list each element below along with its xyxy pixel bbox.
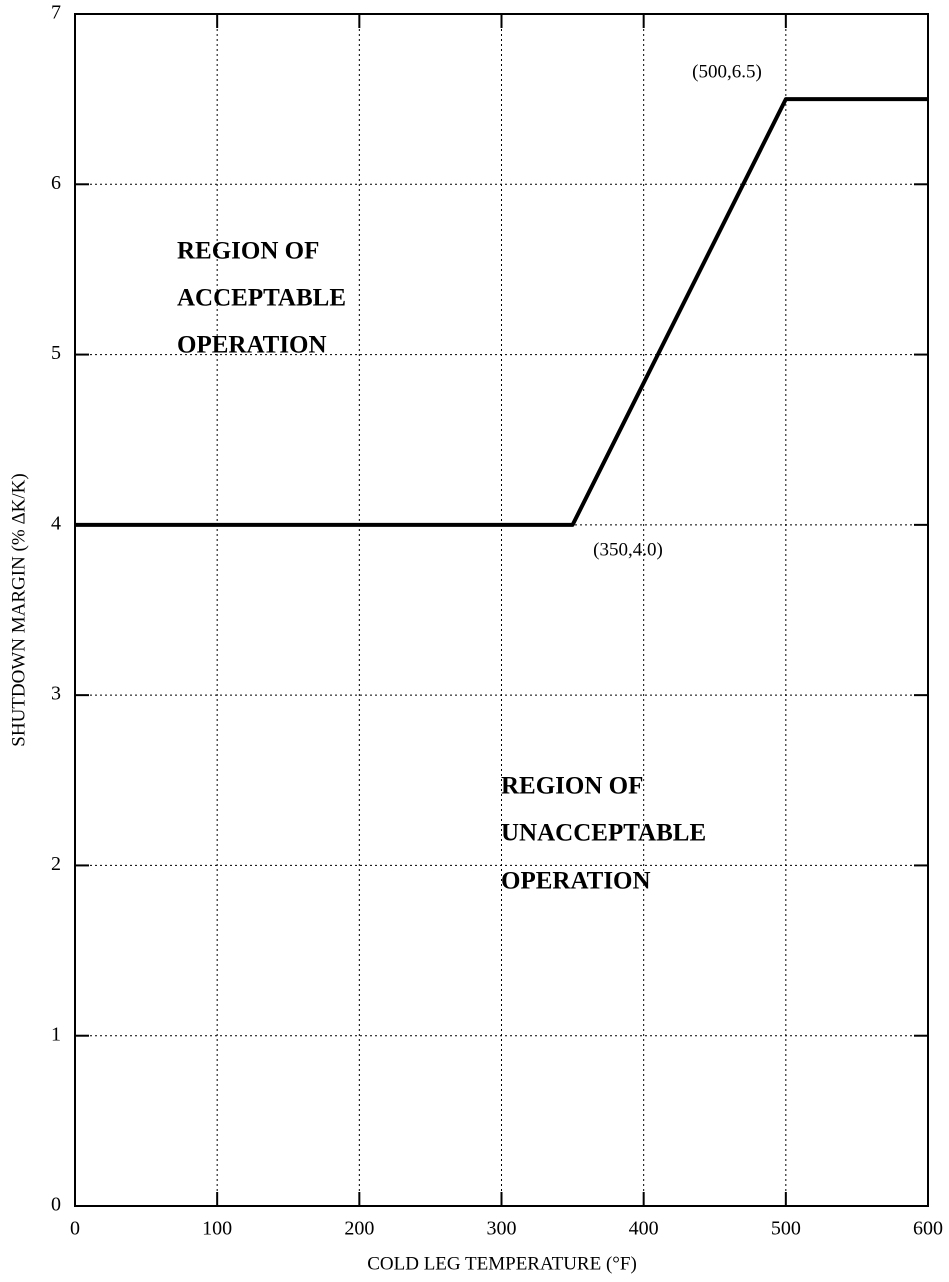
- annotation: OPERATION: [177, 332, 327, 359]
- y-tick-label: 6: [51, 172, 61, 194]
- y-tick-label: 7: [51, 2, 61, 24]
- annotation: REGION OF: [501, 773, 643, 800]
- annotation: UNACCEPTABLE: [501, 820, 706, 847]
- y-tick-label: 5: [51, 342, 61, 364]
- y-tick-label: 1: [51, 1023, 61, 1045]
- y-axis-label: SHUTDOWN MARGIN (% ΔK/K): [8, 473, 29, 746]
- annotation: (500,6.5): [692, 61, 762, 82]
- y-tick-label: 2: [51, 853, 61, 875]
- x-tick-label: 500: [771, 1218, 801, 1240]
- x-tick-label: 600: [913, 1218, 943, 1240]
- x-tick-label: 100: [202, 1218, 232, 1240]
- y-tick-label: 4: [51, 512, 61, 534]
- annotation: (350,4.0): [593, 539, 663, 560]
- y-tick-label: 0: [51, 1194, 61, 1216]
- x-tick-label: 200: [344, 1218, 374, 1240]
- annotation: OPERATION: [501, 868, 651, 895]
- annotation: ACCEPTABLE: [177, 285, 346, 312]
- x-tick-label: 0: [70, 1218, 80, 1240]
- plot-frame: [74, 13, 929, 1207]
- x-axis-label: COLD LEG TEMPERATURE (°F): [367, 1253, 637, 1274]
- y-tick-label: 3: [51, 683, 61, 705]
- x-tick-label: 400: [629, 1218, 659, 1240]
- data-line: [75, 97, 928, 527]
- annotation: REGION OF: [177, 238, 319, 265]
- x-tick-label: 300: [487, 1218, 517, 1240]
